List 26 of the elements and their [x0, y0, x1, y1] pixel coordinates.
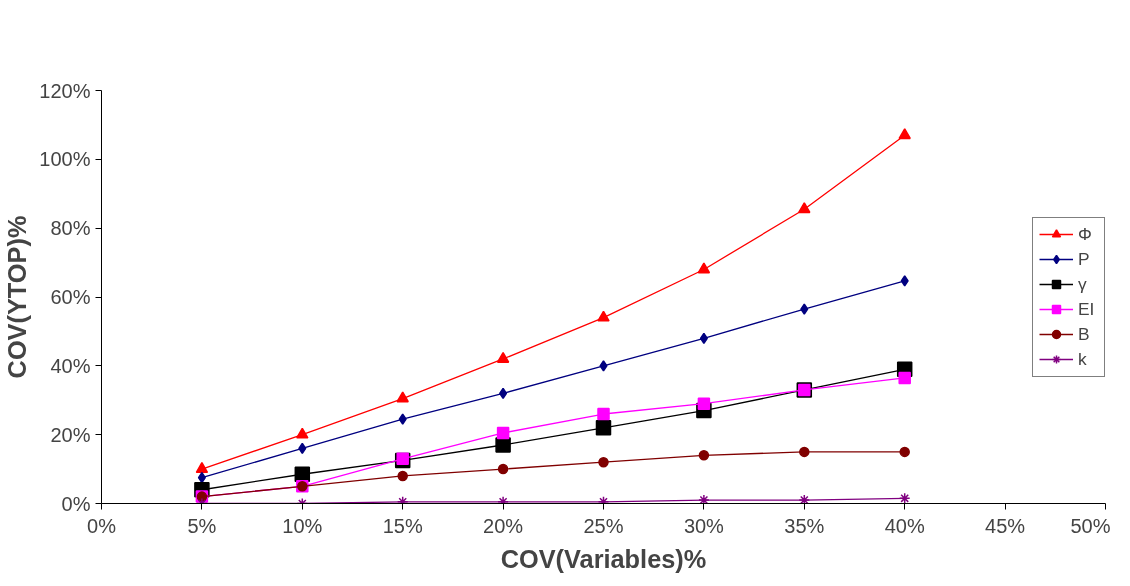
- legend-label: EI: [1078, 298, 1096, 320]
- x-tick-label: 0%: [87, 514, 117, 537]
- legend-label: γ: [1078, 273, 1088, 295]
- x-tick-label: 5%: [187, 514, 217, 537]
- y-axis-title: COV(YTOP)%: [3, 215, 32, 379]
- y-tick-label: 60%: [50, 286, 91, 308]
- y-tick-label: 120%: [39, 79, 91, 102]
- x-tick-label: 35%: [784, 514, 825, 537]
- legend-label: k: [1078, 348, 1088, 370]
- y-tick-label: 100%: [39, 148, 91, 171]
- x-tick-label: 40%: [884, 514, 925, 537]
- y-tick-label: 40%: [50, 354, 91, 377]
- y-tick-label: 80%: [50, 217, 91, 240]
- x-tick-label: 45%: [985, 514, 1026, 537]
- x-tick-label: 20%: [483, 514, 524, 537]
- x-tick-label: 15%: [382, 514, 423, 537]
- x-tick-label: 25%: [583, 514, 624, 537]
- x-tick-label: 10%: [282, 514, 323, 537]
- y-tick-label: 0%: [61, 492, 91, 515]
- legend-label: Φ: [1078, 223, 1093, 245]
- y-tick-label: 20%: [50, 423, 91, 446]
- x-axis-title: COV(Variables)%: [500, 544, 707, 573]
- x-tick-label: 30%: [683, 514, 725, 537]
- legend-label: P: [1078, 248, 1091, 270]
- legend-label: B: [1078, 323, 1091, 345]
- x-tick-label: 50%: [1070, 514, 1111, 537]
